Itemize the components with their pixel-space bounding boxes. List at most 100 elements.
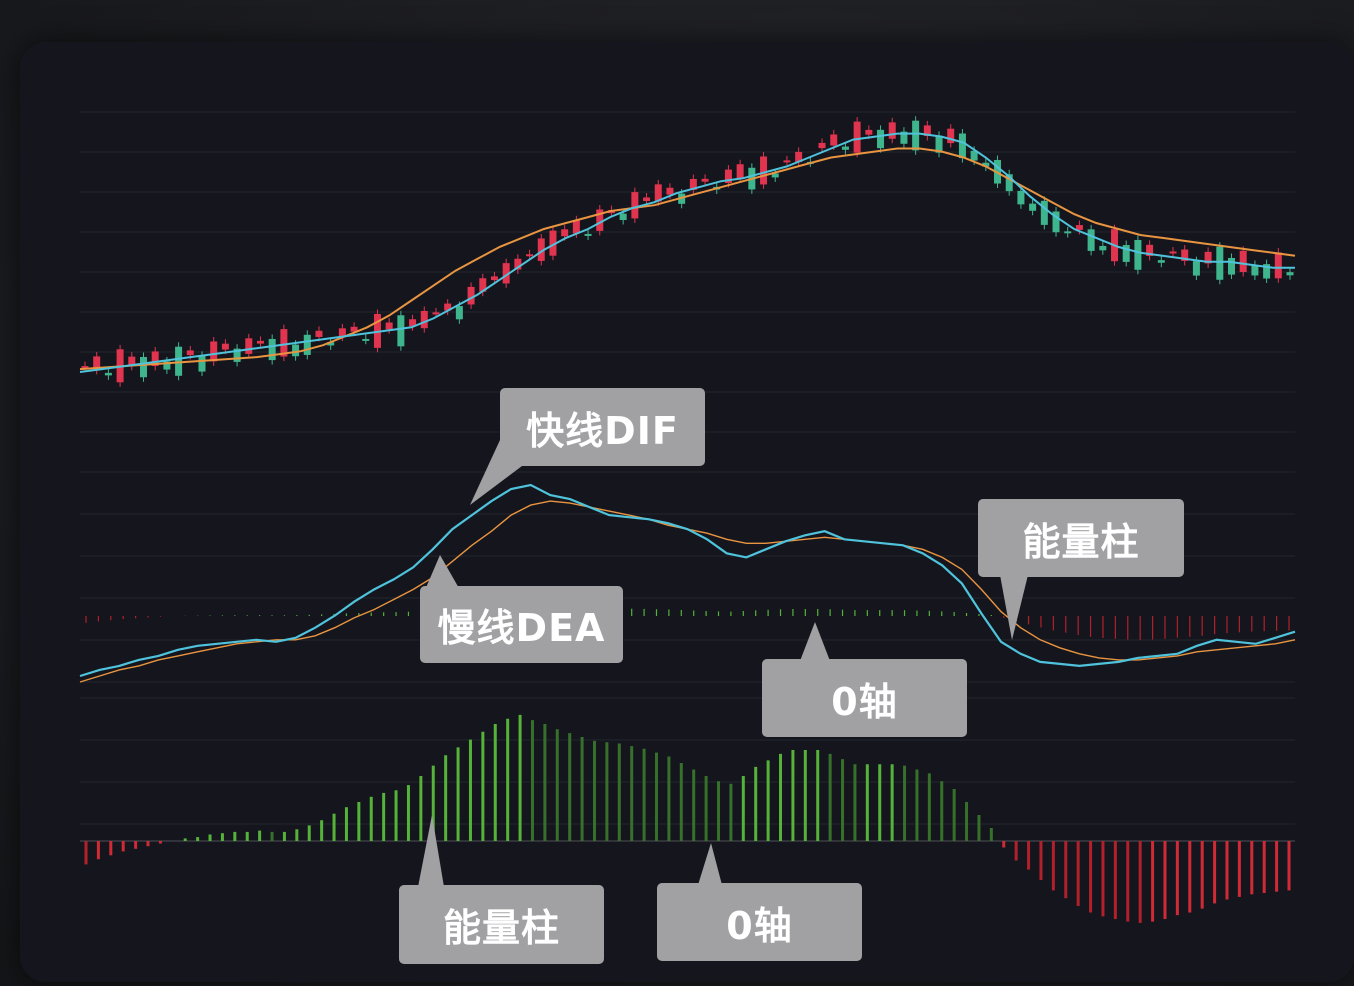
candle-body: [1239, 250, 1247, 273]
candle-body: [175, 346, 183, 376]
callout-dea: 慢线DEA: [420, 586, 623, 663]
candle-body: [561, 229, 569, 237]
candle-body: [1087, 229, 1095, 251]
ma-slow-line: [79, 147, 1296, 371]
candle-body: [865, 129, 873, 135]
candle-body: [1040, 200, 1048, 225]
candle-body: [1228, 257, 1236, 275]
candle-body: [1134, 239, 1142, 270]
candle-body: [760, 156, 768, 185]
candle-body: [327, 342, 335, 346]
candle-body: [1064, 231, 1072, 234]
candle-body: [1122, 245, 1130, 262]
candle-body: [315, 330, 323, 337]
callout-bar-bottom: 能量柱: [399, 885, 604, 964]
candle-body: [724, 169, 732, 184]
candle-body: [526, 254, 534, 257]
callout-dif: 快线DIF: [500, 388, 705, 466]
candle-body: [818, 142, 826, 149]
candle-body: [689, 178, 697, 190]
candle-body: [1204, 251, 1212, 264]
candle-body: [268, 338, 276, 361]
candle-body: [982, 162, 990, 167]
candle-body: [958, 133, 966, 159]
candle-body: [502, 263, 510, 284]
candle-body: [455, 306, 463, 320]
candle-body: [198, 355, 206, 372]
candle-body: [104, 372, 112, 376]
candle-body: [1192, 261, 1200, 276]
candle-body: [420, 310, 428, 329]
candle-body: [303, 334, 311, 355]
candle-body: [151, 351, 159, 367]
candle-body: [935, 135, 943, 153]
candle-body: [771, 173, 779, 178]
callout-zero-bottom-pointer: [698, 843, 722, 885]
candle-body: [596, 209, 604, 231]
candle-body: [631, 192, 639, 219]
candle-body: [362, 338, 370, 341]
callout-bar-bottom-pointer: [418, 815, 444, 887]
candle-body: [245, 338, 253, 354]
candle-body: [280, 329, 288, 357]
candle-body: [701, 178, 709, 182]
candle-body: [409, 319, 417, 327]
candle-body: [81, 366, 89, 369]
candle-body: [923, 125, 931, 137]
candle-body: [467, 286, 475, 305]
candle-body: [221, 343, 229, 350]
candle-body: [1263, 264, 1271, 279]
candle-body: [900, 131, 908, 144]
candle-body: [1157, 260, 1165, 263]
candle-body: [970, 150, 978, 161]
candle-body: [128, 356, 136, 366]
candle-body: [1146, 244, 1154, 256]
candle-body: [338, 328, 346, 337]
candle-body: [93, 356, 101, 370]
candle-body: [385, 322, 393, 330]
candle-body: [233, 348, 241, 362]
candle-body: [572, 220, 580, 234]
candle-body: [1005, 174, 1013, 192]
callout-dea-pointer: [425, 555, 460, 590]
callout-zero-top: 0轴: [762, 659, 967, 737]
candle-body: [619, 213, 627, 221]
candle-body: [256, 340, 264, 344]
candle-body: [877, 129, 885, 149]
candle-body: [643, 197, 651, 201]
candle-body: [490, 276, 498, 281]
candle-body: [1029, 203, 1037, 211]
candle-body: [1251, 265, 1259, 276]
candle-body: [841, 146, 849, 150]
candle-body: [853, 121, 861, 153]
candle-body: [1216, 246, 1224, 280]
candle-body: [432, 312, 440, 315]
candle-body: [1169, 251, 1177, 254]
candle-body: [397, 315, 405, 347]
candle-body: [783, 160, 791, 163]
candle-body: [210, 341, 218, 362]
candle-body: [830, 134, 838, 146]
ma-fast-line: [79, 132, 1295, 373]
candle-body: [186, 350, 194, 356]
candle-body: [1075, 225, 1083, 230]
callout-bar-top: 能量柱: [978, 499, 1184, 577]
candle-body: [1099, 245, 1107, 251]
candle-body: [912, 120, 920, 151]
candle-body: [666, 187, 674, 195]
candle-body: [1017, 190, 1025, 205]
callout-zero-top-pointer: [800, 622, 830, 661]
candle-body: [479, 278, 487, 292]
candle-body: [947, 128, 955, 144]
candle-body: [888, 122, 896, 139]
candle-body: [549, 230, 557, 256]
candle-body: [514, 258, 522, 270]
candle-body: [1274, 252, 1282, 279]
candle-body: [163, 361, 171, 370]
candle-body: [444, 303, 452, 311]
candle-body: [1181, 249, 1189, 261]
candle-body: [1286, 272, 1294, 276]
candle-body: [654, 184, 662, 202]
candle-body: [1052, 211, 1060, 233]
